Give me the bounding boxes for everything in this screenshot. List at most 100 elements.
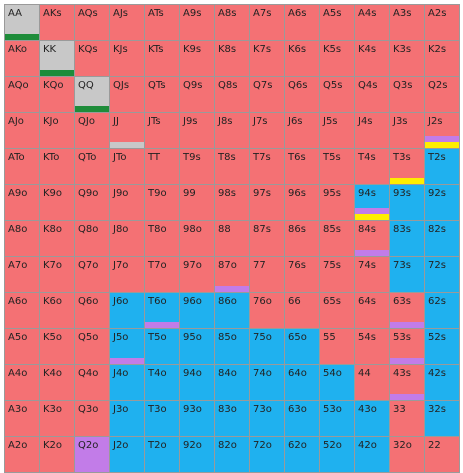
hand-cell-QTo[interactable]: QTo — [75, 149, 109, 184]
hand-cell-K8s[interactable]: K8s — [215, 41, 249, 76]
hand-cell-52o[interactable]: 52o — [320, 437, 354, 472]
hand-cell-43o[interactable]: 43o — [355, 401, 389, 436]
hand-cell-83s[interactable]: 83s — [390, 221, 424, 256]
hand-cell-AJo[interactable]: AJo — [5, 113, 39, 148]
hand-cell-Q5o[interactable]: Q5o — [75, 329, 109, 364]
hand-cell-T5s[interactable]: T5s — [320, 149, 354, 184]
hand-cell-K8o[interactable]: K8o — [40, 221, 74, 256]
hand-cell-K4s[interactable]: K4s — [355, 41, 389, 76]
hand-cell-J5o[interactable]: J5o — [110, 329, 144, 364]
hand-cell-97s[interactable]: 97s — [250, 185, 284, 220]
hand-cell-J7s[interactable]: J7s — [250, 113, 284, 148]
hand-cell-72o[interactable]: 72o — [250, 437, 284, 472]
hand-cell-Q8s[interactable]: Q8s — [215, 77, 249, 112]
hand-cell-62s[interactable]: 62s — [425, 293, 459, 328]
hand-cell-J7o[interactable]: J7o — [110, 257, 144, 292]
hand-cell-86o[interactable]: 86o — [215, 293, 249, 328]
hand-cell-55[interactable]: 55 — [320, 329, 354, 364]
hand-cell-72s[interactable]: 72s — [425, 257, 459, 292]
hand-cell-87s[interactable]: 87s — [250, 221, 284, 256]
hand-cell-Q3s[interactable]: Q3s — [390, 77, 424, 112]
hand-cell-Q7o[interactable]: Q7o — [75, 257, 109, 292]
hand-cell-73s[interactable]: 73s — [390, 257, 424, 292]
hand-cell-42s[interactable]: 42s — [425, 365, 459, 400]
hand-cell-KQo[interactable]: KQo — [40, 77, 74, 112]
hand-cell-K2o[interactable]: K2o — [40, 437, 74, 472]
hand-cell-98s[interactable]: 98s — [215, 185, 249, 220]
hand-cell-KK[interactable]: KK — [40, 41, 74, 76]
hand-cell-54o[interactable]: 54o — [320, 365, 354, 400]
hand-cell-84s[interactable]: 84s — [355, 221, 389, 256]
hand-cell-A8s[interactable]: A8s — [215, 5, 249, 40]
hand-cell-K4o[interactable]: K4o — [40, 365, 74, 400]
hand-cell-AKo[interactable]: AKo — [5, 41, 39, 76]
hand-cell-A7o[interactable]: A7o — [5, 257, 39, 292]
hand-cell-J6s[interactable]: J6s — [285, 113, 319, 148]
hand-cell-KTo[interactable]: KTo — [40, 149, 74, 184]
hand-cell-Q8o[interactable]: Q8o — [75, 221, 109, 256]
hand-cell-Q9o[interactable]: Q9o — [75, 185, 109, 220]
hand-cell-Q9s[interactable]: Q9s — [180, 77, 214, 112]
hand-cell-76s[interactable]: 76s — [285, 257, 319, 292]
hand-cell-54s[interactable]: 54s — [355, 329, 389, 364]
hand-cell-64o[interactable]: 64o — [285, 365, 319, 400]
hand-cell-KTs[interactable]: KTs — [145, 41, 179, 76]
hand-cell-32s[interactable]: 32s — [425, 401, 459, 436]
hand-cell-85s[interactable]: 85s — [320, 221, 354, 256]
hand-cell-43s[interactable]: 43s — [390, 365, 424, 400]
hand-cell-Q6s[interactable]: Q6s — [285, 77, 319, 112]
hand-cell-T5o[interactable]: T5o — [145, 329, 179, 364]
hand-cell-K9s[interactable]: K9s — [180, 41, 214, 76]
hand-cell-T8s[interactable]: T8s — [215, 149, 249, 184]
hand-cell-K6s[interactable]: K6s — [285, 41, 319, 76]
hand-cell-AQs[interactable]: AQs — [75, 5, 109, 40]
hand-cell-64s[interactable]: 64s — [355, 293, 389, 328]
hand-cell-22[interactable]: 22 — [425, 437, 459, 472]
hand-cell-J2o[interactable]: J2o — [110, 437, 144, 472]
hand-cell-A3o[interactable]: A3o — [5, 401, 39, 436]
hand-cell-53o[interactable]: 53o — [320, 401, 354, 436]
hand-cell-A3s[interactable]: A3s — [390, 5, 424, 40]
hand-cell-42o[interactable]: 42o — [355, 437, 389, 472]
hand-cell-Q4s[interactable]: Q4s — [355, 77, 389, 112]
hand-cell-63s[interactable]: 63s — [390, 293, 424, 328]
hand-cell-A9o[interactable]: A9o — [5, 185, 39, 220]
hand-cell-T9o[interactable]: T9o — [145, 185, 179, 220]
hand-cell-JJ[interactable]: JJ — [110, 113, 144, 148]
hand-cell-KJo[interactable]: KJo — [40, 113, 74, 148]
hand-cell-K9o[interactable]: K9o — [40, 185, 74, 220]
hand-cell-ATs[interactable]: ATs — [145, 5, 179, 40]
hand-cell-JTs[interactable]: JTs — [145, 113, 179, 148]
hand-cell-T4s[interactable]: T4s — [355, 149, 389, 184]
hand-cell-J8s[interactable]: J8s — [215, 113, 249, 148]
hand-cell-T7o[interactable]: T7o — [145, 257, 179, 292]
hand-cell-T2o[interactable]: T2o — [145, 437, 179, 472]
hand-cell-J3s[interactable]: J3s — [390, 113, 424, 148]
hand-cell-K3o[interactable]: K3o — [40, 401, 74, 436]
hand-cell-T9s[interactable]: T9s — [180, 149, 214, 184]
hand-cell-A2o[interactable]: A2o — [5, 437, 39, 472]
hand-cell-96s[interactable]: 96s — [285, 185, 319, 220]
hand-cell-A8o[interactable]: A8o — [5, 221, 39, 256]
hand-cell-88[interactable]: 88 — [215, 221, 249, 256]
hand-cell-JTo[interactable]: JTo — [110, 149, 144, 184]
hand-cell-83o[interactable]: 83o — [215, 401, 249, 436]
hand-cell-85o[interactable]: 85o — [215, 329, 249, 364]
hand-cell-86s[interactable]: 86s — [285, 221, 319, 256]
hand-cell-Q3o[interactable]: Q3o — [75, 401, 109, 436]
hand-cell-A2s[interactable]: A2s — [425, 5, 459, 40]
hand-cell-J5s[interactable]: J5s — [320, 113, 354, 148]
hand-cell-63o[interactable]: 63o — [285, 401, 319, 436]
hand-cell-Q2s[interactable]: Q2s — [425, 77, 459, 112]
hand-cell-94o[interactable]: 94o — [180, 365, 214, 400]
hand-cell-92o[interactable]: 92o — [180, 437, 214, 472]
hand-cell-95s[interactable]: 95s — [320, 185, 354, 220]
hand-cell-84o[interactable]: 84o — [215, 365, 249, 400]
hand-cell-87o[interactable]: 87o — [215, 257, 249, 292]
hand-cell-32o[interactable]: 32o — [390, 437, 424, 472]
hand-cell-99[interactable]: 99 — [180, 185, 214, 220]
hand-cell-98o[interactable]: 98o — [180, 221, 214, 256]
hand-cell-J4s[interactable]: J4s — [355, 113, 389, 148]
hand-cell-J9o[interactable]: J9o — [110, 185, 144, 220]
hand-cell-ATo[interactable]: ATo — [5, 149, 39, 184]
